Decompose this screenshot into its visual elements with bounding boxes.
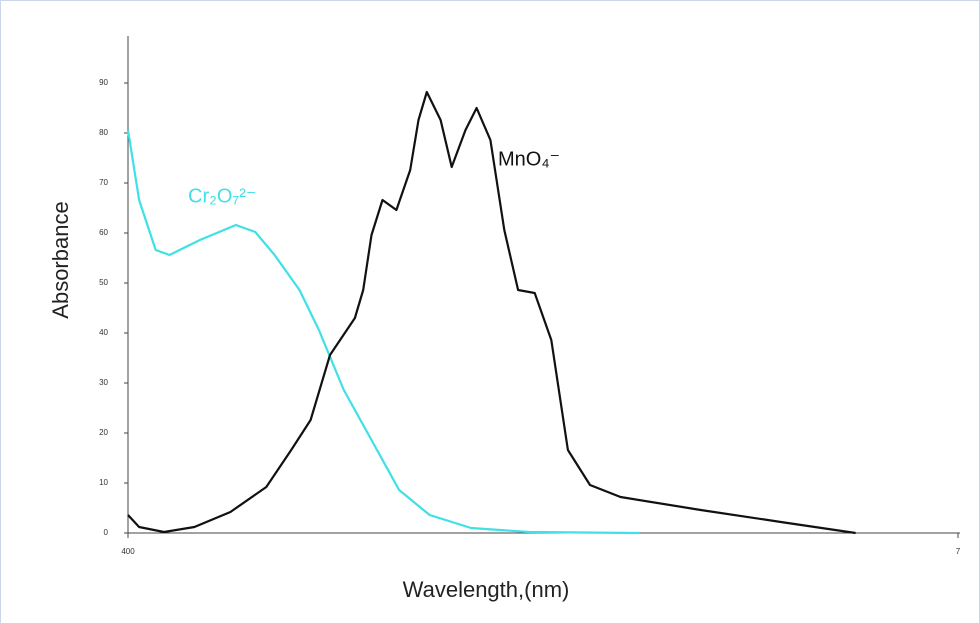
y-tick-label: 30 [99,378,108,387]
x-axis-label: Wavelength,(nm) [403,577,570,602]
x-tick-label: 7 [956,547,961,556]
y-tick-label: 90 [99,78,108,87]
y-tick-label: 80 [99,128,108,137]
y-tick-label: 0 [104,528,109,537]
series-line [126,129,640,535]
x-tick-label: 400 [121,547,135,556]
y-tick-label: 70 [99,178,108,187]
y-axis-label: Absorbance [48,201,73,318]
y-tick-label: 20 [99,428,108,437]
y-tick-label: 60 [99,228,108,237]
series-line [127,90,856,535]
series-label: MnO₄⁻ [498,148,560,170]
y-tick-label: 40 [99,328,108,337]
y-tick-label: 50 [99,278,108,287]
series-label: Cr₂O₇²⁻ [188,185,257,207]
y-tick-label: 10 [99,478,108,487]
